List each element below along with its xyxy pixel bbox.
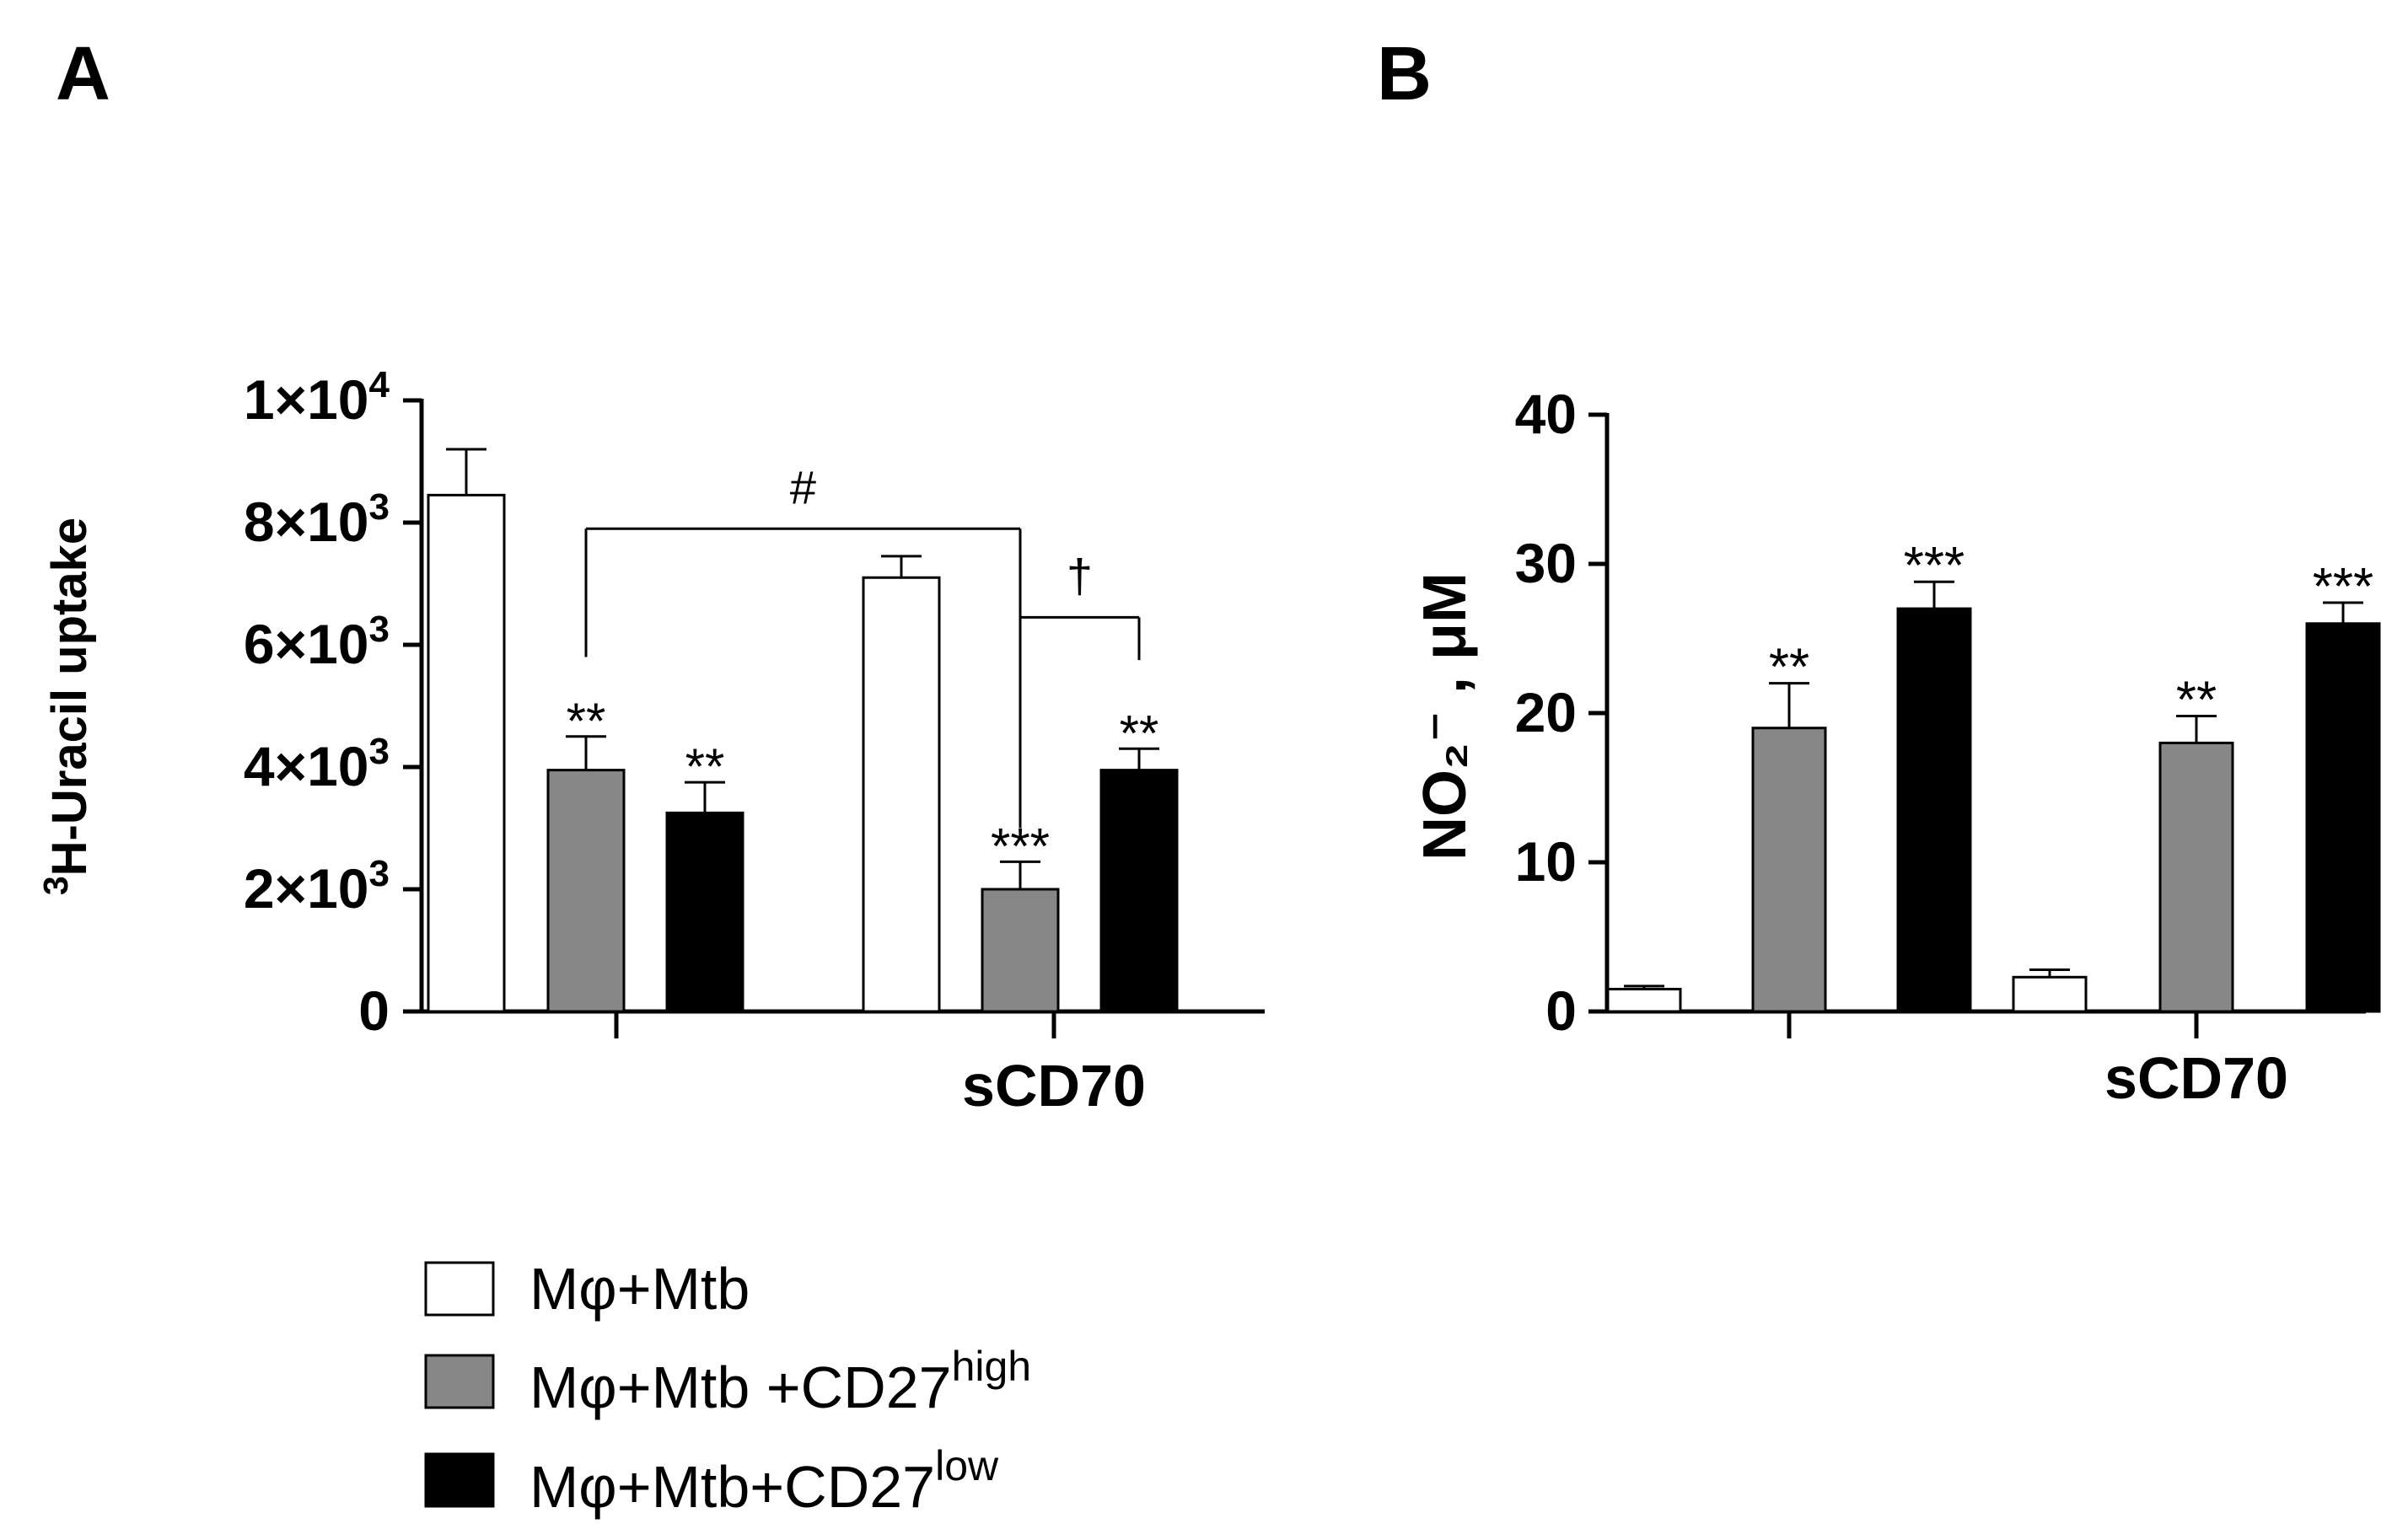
bar-gray (1751, 727, 1827, 1013)
significance-mark: *** (2313, 558, 2373, 616)
bar-gray (546, 769, 626, 1013)
significance-mark: ** (685, 738, 725, 795)
y-axis-label: NO₂⁻ , μM (1411, 572, 1479, 861)
y-tick-label: 0 (358, 979, 390, 1042)
y-tick-label: 0 (1545, 979, 1577, 1042)
bar-black (1099, 769, 1179, 1013)
legend-label: Mφ+Mtb (529, 1256, 750, 1322)
legend-swatch-white (424, 1261, 495, 1317)
legend-swatch-black (424, 1452, 495, 1508)
significance-mark: ** (2176, 672, 2217, 730)
legend-label: Mφ+Mtb +CD27high (529, 1343, 1031, 1420)
panel-label-a: A (56, 32, 110, 116)
legend: Mφ+Mtb Mφ+Mtb +CD27high Mφ+Mtb+CD27low (424, 1256, 1031, 1520)
y-axis-label: 3H-Uracil uptake (36, 518, 97, 895)
legend-swatch-gray (424, 1354, 495, 1409)
bar-black (665, 811, 744, 1013)
legend-item-macrophage-mtb: Mφ+Mtb (424, 1256, 750, 1322)
x-tick-label: sCD70 (962, 1053, 1146, 1119)
bar-gray (981, 888, 1060, 1013)
y-tick-label: 4×103 (244, 731, 390, 797)
y-tick-label: 1×104 (244, 364, 390, 431)
bar-black (1896, 607, 1972, 1013)
bar-white (1606, 987, 1682, 1013)
y-tick-label: 20 (1515, 681, 1577, 743)
bracket-label: † (1067, 549, 1093, 602)
y-tick-label: 40 (1515, 383, 1577, 445)
significance-mark: *** (1904, 537, 1965, 595)
bar-white (427, 493, 506, 1013)
legend-item-cd27-high: Mφ+Mtb +CD27high (424, 1343, 1031, 1420)
x-tick-label: sCD70 (2104, 1045, 2288, 1111)
bracket-label: # (790, 460, 816, 513)
significance-mark: ** (1120, 705, 1159, 761)
chart-a: 0 2×103 4×103 6×103 8×103 1×104 sCD70 3H-Uracil… (36, 364, 1265, 1119)
bar-white (2012, 975, 2088, 1013)
significance-mark: ** (1769, 639, 1809, 697)
y-tick-label: 2×103 (244, 853, 390, 920)
legend-label: Mφ+Mtb+CD27low (529, 1442, 999, 1520)
y-tick-label: 30 (1515, 532, 1577, 594)
bar-gray (2158, 741, 2234, 1013)
y-tick-label: 6×103 (244, 609, 390, 675)
significance-mark: ** (567, 693, 606, 749)
panel-label-b: B (1377, 32, 1432, 116)
bar-white (862, 576, 941, 1013)
y-tick-label: 8×103 (244, 486, 390, 553)
bar-black (2305, 622, 2381, 1013)
y-tick-label: 10 (1515, 830, 1577, 893)
legend-item-cd27-low: Mφ+Mtb+CD27low (424, 1442, 999, 1520)
